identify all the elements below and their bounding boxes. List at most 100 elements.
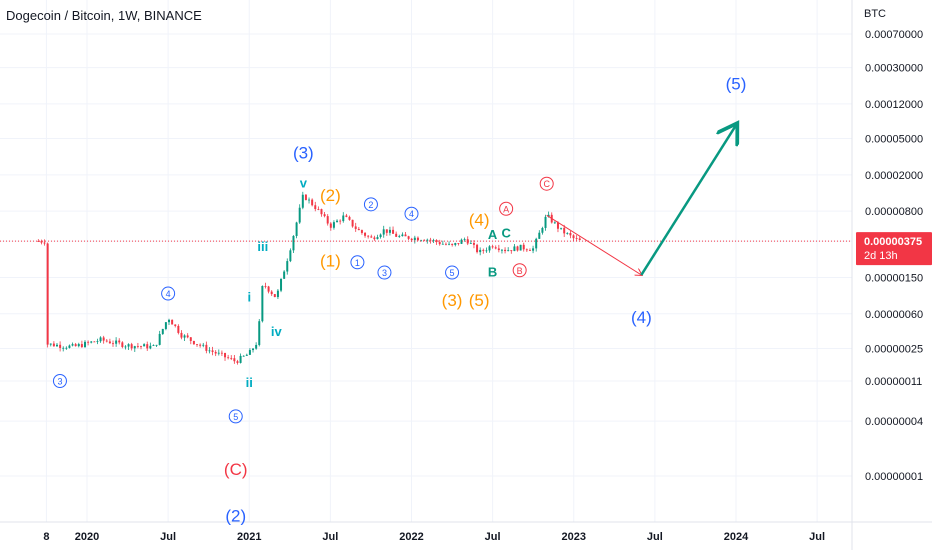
candle-body [236,361,239,363]
candle-body [115,340,118,344]
x-tick-label: 2022 [399,531,423,543]
candle-body [532,248,535,251]
candle-body [180,332,183,338]
wave-label: (5) [469,291,490,310]
candle-body [270,291,273,295]
candle-body [444,243,447,245]
x-tick-label: Jul [485,531,501,543]
wave-label-circle [512,263,527,278]
candle-body [575,238,578,239]
candle-body [255,344,258,349]
candle-body [283,271,286,279]
candle-body [454,243,457,245]
candle-body [276,290,279,298]
candle-body [485,250,488,252]
candle-body [220,352,223,354]
candle-body [164,322,167,329]
candle-body [522,244,525,250]
candle-body [560,227,563,229]
wave-label: i [247,290,251,305]
candle-body [248,350,251,355]
y-tick-label: 0.00000150 [865,272,923,284]
candle-body [301,194,304,208]
candle-body [196,344,199,346]
wave-label: 4 [166,289,171,299]
candle-body [364,232,367,236]
candle-body [105,340,108,342]
candle-body [292,235,295,251]
candle-body [68,345,71,348]
x-tick-label: 8 [43,531,49,543]
candle-body [239,355,242,363]
price-unit-label: BTC [864,8,886,20]
candle-body [143,344,146,347]
candle-body [566,232,569,234]
wave-label: 1 [355,258,360,268]
wave-label: ii [246,375,253,390]
candle-body [49,343,52,345]
candle-body [317,209,320,210]
wave-label: (4) [631,308,652,327]
candle-body [140,346,143,348]
candle-body [77,344,80,347]
candle-body [376,237,379,240]
candle-body [438,242,441,245]
candle-body [311,199,314,206]
price-tag-box [856,232,932,266]
y-tick-label: 0.00000011 [865,376,922,388]
candle-body [136,346,139,347]
wave-label-circle [445,265,460,280]
candle-body [385,229,388,233]
candle-body [360,230,363,233]
candle-body [457,243,460,244]
candle-body [43,242,46,244]
candle-body [192,340,195,345]
candle-body [469,243,472,244]
candle-body [62,347,65,349]
candle-body [168,319,171,323]
wave-label-circle [350,255,365,270]
candle-body [152,345,155,346]
candle-body [354,226,357,229]
projection-wave-4 [546,214,642,275]
wave-label: 2 [368,200,373,210]
y-tick-label: 0.00070000 [865,29,923,41]
x-tick-label: Jul [647,531,663,543]
candle-body [510,250,513,252]
wave-label: (5) [726,75,747,94]
candle-body [261,286,264,322]
candle-body [379,234,382,238]
candle-body [174,324,177,326]
wave-label-circle [404,206,419,221]
candle-body [507,250,510,252]
candle-body [348,216,351,220]
candle-body [392,229,395,234]
candle-body [323,214,326,217]
candle-body [230,357,233,359]
candle-body [339,220,342,222]
wave-label: (3) [293,144,314,163]
candle-body [578,238,581,241]
candle-body [93,341,96,343]
x-tick-label: 2021 [237,531,261,543]
candle-body [118,340,121,343]
candle-body [538,232,541,239]
candle-body [161,328,164,334]
candle-body [435,240,438,243]
candle-body [83,341,86,348]
candle-body [336,220,339,223]
candle-body [46,243,49,345]
candle-body [71,344,74,346]
last-price-tag: 0.00000375 2d 13h [856,232,932,266]
candle-body [286,261,289,272]
candle-body [252,348,255,351]
candle-body [563,227,566,234]
candle-body [351,219,354,227]
candle-body [217,352,220,354]
wave-label: A [488,227,498,242]
candle-body [494,247,497,249]
wave-label: (3) [442,291,463,310]
candle-body [451,243,454,245]
wave-label: 4 [409,209,414,219]
